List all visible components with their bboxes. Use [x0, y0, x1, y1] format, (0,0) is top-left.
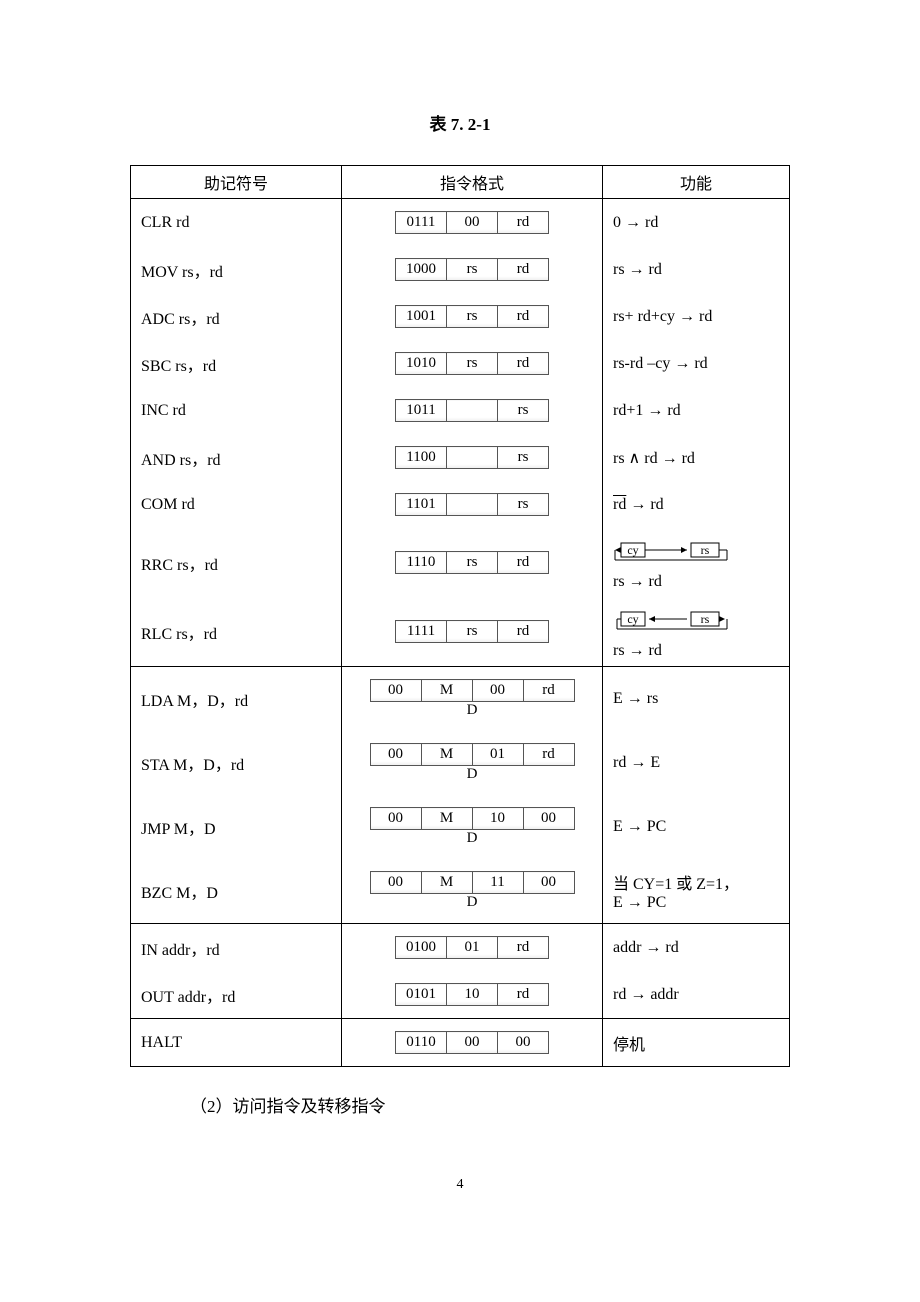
table-row: BZC M，D 00M1100D 当 CY=1 或 Z=1，E → PC [131, 859, 790, 924]
format-cells: 011100rd [395, 211, 549, 234]
mnemonic-cell: INC rd [131, 387, 342, 434]
table-row: MOV rs，rd 1000rsrd rs → rd [131, 246, 790, 293]
format-cell: 010001rd [342, 924, 603, 971]
format-cells: 00M1100D [370, 871, 575, 911]
function-cell: 0 → rd [603, 199, 790, 247]
instruction-table: 助记符号 指令格式 功能 CLR rd011100rd0 → rdMOV rs，… [130, 165, 790, 1067]
format-cell: 011100rd [342, 199, 603, 247]
rotate-left-icon: cy rs [613, 603, 733, 637]
format-cell: 00M01rdD [342, 731, 603, 795]
table-row: OUT addr，rd 010110rd rd → addr [131, 971, 790, 1019]
function-cell: 停机 [603, 1019, 790, 1067]
format-cells: 1100rs [395, 446, 549, 469]
function-cell: rd → E [603, 731, 790, 795]
function-cell: rs-rd –cy → rd [603, 340, 790, 387]
format-cells: 00M1000D [370, 807, 575, 847]
format-cells: 010001rd [395, 936, 549, 959]
rotate-right-icon: cy rs [613, 534, 733, 568]
function-cell: 当 CY=1 或 Z=1，E → PC [603, 859, 790, 924]
function-cell: cyrsrs → rd [603, 597, 790, 667]
function-cell: E → PC [603, 795, 790, 859]
function-cell: rs+ rd+cy → rd [603, 293, 790, 340]
mnemonic-cell: RLC rs，rd [131, 597, 342, 667]
format-cells: 1010rsrd [395, 352, 549, 375]
function-cell: E → rs [603, 667, 790, 731]
format-cell: 00M1000D [342, 795, 603, 859]
function-cell: cyrsrs → rd [603, 528, 790, 597]
table-row: LDA M，D，rd 00M00rdD E → rs [131, 667, 790, 731]
function-cell: addr → rd [603, 924, 790, 971]
mnemonic-cell: JMP M，D [131, 795, 342, 859]
format-cells: 00M01rdD [370, 743, 575, 783]
function-cell: rs → rd [603, 246, 790, 293]
table-caption: 表 7. 2-1 [130, 110, 790, 135]
svg-text:cy: cy [627, 612, 638, 626]
function-cell: rd → rd [603, 481, 790, 528]
table-row: COM rd 1101rs rd → rd [131, 481, 790, 528]
mnemonic-cell: HALT [131, 1019, 342, 1067]
table-row: HALT 01100000 停机 [131, 1019, 790, 1067]
format-cells: 01100000 [395, 1031, 549, 1054]
mnemonic-cell: RRC rs，rd [131, 528, 342, 597]
header-format: 指令格式 [342, 166, 603, 199]
format-cell: 1011rs [342, 387, 603, 434]
format-cell: 1101rs [342, 481, 603, 528]
svg-text:rs: rs [701, 543, 710, 557]
table-row: JMP M，D 00M1000D E → PC [131, 795, 790, 859]
table-row: INC rd 1011rs rd+1 → rd [131, 387, 790, 434]
format-cell: 00M1100D [342, 859, 603, 924]
table-row: AND rs，rd 1100rs rs ∧ rd → rd [131, 434, 790, 481]
format-cell: 1100rs [342, 434, 603, 481]
function-cell: rd+1 → rd [603, 387, 790, 434]
format-cells: 1111rsrd [395, 620, 549, 643]
format-cell: 010110rd [342, 971, 603, 1019]
function-cell: rs ∧ rd → rd [603, 434, 790, 481]
mnemonic-cell: COM rd [131, 481, 342, 528]
header-function: 功能 [603, 166, 790, 199]
format-cell: 1010rsrd [342, 340, 603, 387]
function-cell: rd → addr [603, 971, 790, 1019]
table-row: ADC rs，rd 1001rsrd rs+ rd+cy → rd [131, 293, 790, 340]
format-cells: 00M00rdD [370, 679, 575, 719]
format-cells: 1000rsrd [395, 258, 549, 281]
mnemonic-cell: ADC rs，rd [131, 293, 342, 340]
format-cells: 1110rsrd [395, 551, 549, 574]
mnemonic-cell: IN addr，rd [131, 924, 342, 971]
mnemonic-cell: LDA M，D，rd [131, 667, 342, 731]
mnemonic-cell: AND rs，rd [131, 434, 342, 481]
table-row: SBC rs，rd 1010rsrd rs-rd –cy → rd [131, 340, 790, 387]
format-cell: 1001rsrd [342, 293, 603, 340]
mnemonic-cell: SBC rs，rd [131, 340, 342, 387]
page-number: 4 [130, 1177, 790, 1193]
format-cell: 1111rsrd [342, 597, 603, 667]
format-cells: 1001rsrd [395, 305, 549, 328]
format-cells: 1011rs [395, 399, 549, 422]
svg-text:cy: cy [627, 543, 638, 557]
table-row: RLC rs，rd1111rsrdcyrsrs → rd [131, 597, 790, 667]
table-row: CLR rd 011100rd 0 → rd [131, 199, 790, 247]
header-mnemonic: 助记符号 [131, 166, 342, 199]
mnemonic-cell: OUT addr，rd [131, 971, 342, 1019]
format-cell: 1110rsrd [342, 528, 603, 597]
mnemonic-cell: BZC M，D [131, 859, 342, 924]
table-row: RRC rs，rd1110rsrdcyrsrs → rd [131, 528, 790, 597]
format-cells: 010110rd [395, 983, 549, 1006]
format-cell: 01100000 [342, 1019, 603, 1067]
mnemonic-cell: CLR rd [131, 199, 342, 247]
format-cell: 00M00rdD [342, 667, 603, 731]
mnemonic-cell: MOV rs，rd [131, 246, 342, 293]
table-row: STA M，D，rd 00M01rdD rd → E [131, 731, 790, 795]
format-cell: 1000rsrd [342, 246, 603, 293]
section-label: （2）访问指令及转移指令 [190, 1092, 790, 1117]
mnemonic-cell: STA M，D，rd [131, 731, 342, 795]
svg-text:rs: rs [701, 612, 710, 626]
format-cells: 1101rs [395, 493, 549, 516]
table-row: IN addr，rd 010001rd addr → rd [131, 924, 790, 971]
